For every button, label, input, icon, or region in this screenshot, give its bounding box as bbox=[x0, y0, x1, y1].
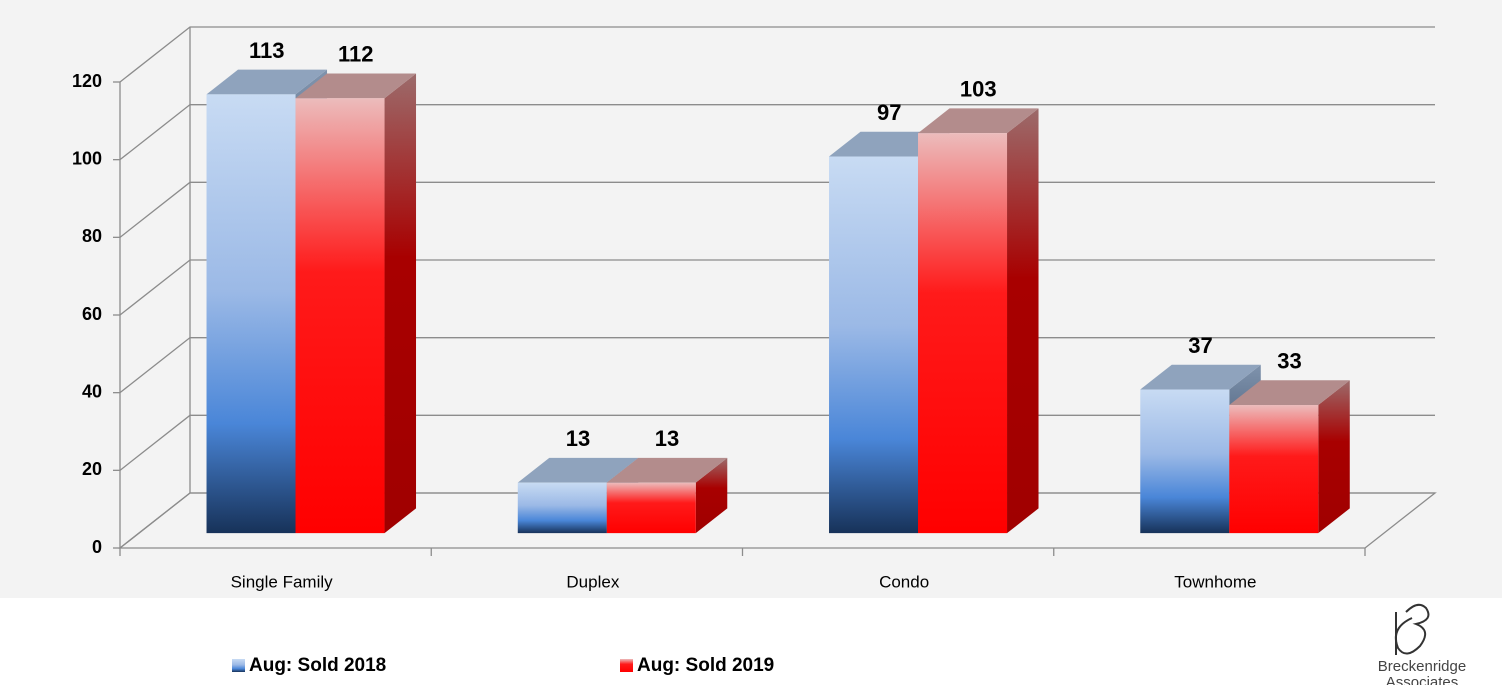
bar-top bbox=[295, 73, 417, 99]
bar-side bbox=[695, 457, 728, 534]
value-label: 113 bbox=[249, 38, 285, 63]
y-tick-label: 60 bbox=[82, 304, 102, 324]
value-label: 33 bbox=[1277, 348, 1301, 373]
x-tick-label: Townhome bbox=[1174, 572, 1256, 591]
legend-swatch bbox=[232, 659, 245, 672]
bar bbox=[606, 457, 728, 534]
value-label: 112 bbox=[338, 42, 374, 67]
bar-top bbox=[206, 69, 328, 95]
y-tick-label: 40 bbox=[82, 381, 102, 401]
bar-front bbox=[1229, 405, 1319, 534]
legend-swatch bbox=[620, 659, 633, 672]
bar-top bbox=[517, 457, 639, 483]
value-label: 37 bbox=[1188, 333, 1212, 358]
x-tick-label: Condo bbox=[879, 572, 929, 591]
bar-side bbox=[384, 73, 417, 534]
bar-front bbox=[918, 133, 1008, 534]
logo-text: Breckenridge bbox=[1378, 658, 1466, 675]
bar-top bbox=[918, 108, 1039, 134]
logo: Breckenridge Associates bbox=[1378, 603, 1466, 685]
bar-front bbox=[517, 482, 607, 534]
bar-top bbox=[1140, 364, 1261, 390]
bar-front bbox=[1140, 389, 1230, 534]
y-tick-label: 0 bbox=[92, 537, 102, 557]
y-tick-label: 80 bbox=[82, 226, 102, 246]
legend-label: Aug: Sold 2019 bbox=[637, 655, 774, 676]
y-tick-label: 100 bbox=[72, 148, 102, 168]
bar bbox=[1229, 380, 1350, 534]
bar-side bbox=[1007, 108, 1039, 534]
value-label: 13 bbox=[566, 426, 590, 451]
bar-side bbox=[1318, 380, 1350, 534]
value-label: 97 bbox=[877, 100, 901, 125]
bar-top bbox=[606, 457, 728, 483]
y-tick-label: 120 bbox=[72, 71, 102, 91]
legend-label: Aug: Sold 2018 bbox=[249, 655, 386, 676]
logo-icon bbox=[1394, 603, 1430, 655]
bar-front bbox=[829, 156, 919, 534]
bar bbox=[918, 108, 1039, 534]
x-tick-label: Duplex bbox=[566, 572, 619, 591]
grid-line bbox=[119, 104, 1435, 161]
bar-front bbox=[606, 482, 696, 534]
value-label: 13 bbox=[655, 426, 679, 451]
bar bbox=[295, 73, 417, 534]
x-tick-label: Single Family bbox=[231, 572, 334, 591]
value-label: 103 bbox=[960, 77, 997, 102]
grid-line bbox=[119, 26, 1435, 83]
bar-front bbox=[206, 94, 296, 534]
bar-front bbox=[295, 98, 385, 534]
logo-text: Associates bbox=[1386, 674, 1459, 685]
y-tick-label: 20 bbox=[82, 459, 102, 479]
bar-top bbox=[1229, 380, 1350, 405]
